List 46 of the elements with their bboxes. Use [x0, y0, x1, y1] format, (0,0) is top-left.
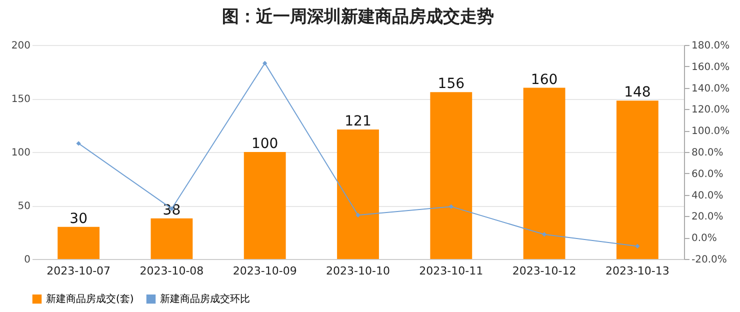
y2-tick-label: 100.0%	[692, 126, 730, 138]
x-tick-label: 2023-10-12	[512, 264, 576, 278]
data-label: 38	[162, 202, 181, 218]
y2-tick-label: 60.0%	[692, 168, 724, 180]
point	[262, 60, 268, 66]
y-tick-label: 200	[11, 40, 30, 52]
data-label: 121	[344, 114, 372, 130]
y2-tick-label: 40.0%	[692, 190, 724, 202]
point	[635, 244, 640, 249]
y2-tick-label: 140.0%	[692, 83, 730, 94]
bar	[58, 226, 100, 259]
bar	[150, 218, 193, 259]
y-tick-label: 0	[24, 254, 30, 266]
bar	[244, 152, 286, 259]
point	[356, 212, 360, 218]
data-label: 100	[251, 136, 278, 152]
point	[448, 204, 454, 209]
x-tick-label: 2023-10-11	[419, 264, 484, 278]
y2-tick-label: 80.0%	[692, 148, 724, 158]
x-tick-label: 2023-10-07	[46, 264, 111, 278]
data-label: 30	[70, 210, 88, 227]
chart-title: 图：近一周深圳新建商品房成交走势	[222, 7, 494, 27]
y-tick-label: 150	[11, 94, 30, 105]
point	[542, 232, 547, 237]
y-tick-label: 50	[18, 201, 30, 212]
x-tick-label: 2023-10-09	[232, 264, 297, 278]
y2-tick-label: -20.0%	[692, 254, 727, 266]
y2-tick-label: 0.0%	[692, 233, 717, 244]
y2-tick-label: 20.0%	[692, 212, 724, 223]
x-tick-label: 2023-10-10	[326, 264, 390, 278]
x-tick-label: 2023-10-08	[140, 264, 204, 278]
y2-tick-label: 120.0%	[692, 104, 730, 116]
y2-tick-label: 180.0%	[692, 40, 730, 52]
x-tick-label: 2023-10-13	[605, 264, 670, 278]
legend-label: 新建商品房成交环比	[160, 293, 250, 306]
bar	[337, 130, 379, 259]
data-label: 148	[624, 84, 651, 101]
data-label: 156	[438, 76, 465, 92]
point	[76, 141, 81, 146]
y2-tick-label: 160.0%	[692, 62, 730, 73]
bar	[523, 88, 566, 259]
bar	[430, 92, 472, 259]
y-tick-label: 100	[11, 148, 30, 158]
bar	[616, 100, 658, 259]
legend-label: 新建商品房成交(套)	[46, 293, 134, 306]
data-label: 160	[530, 72, 558, 88]
